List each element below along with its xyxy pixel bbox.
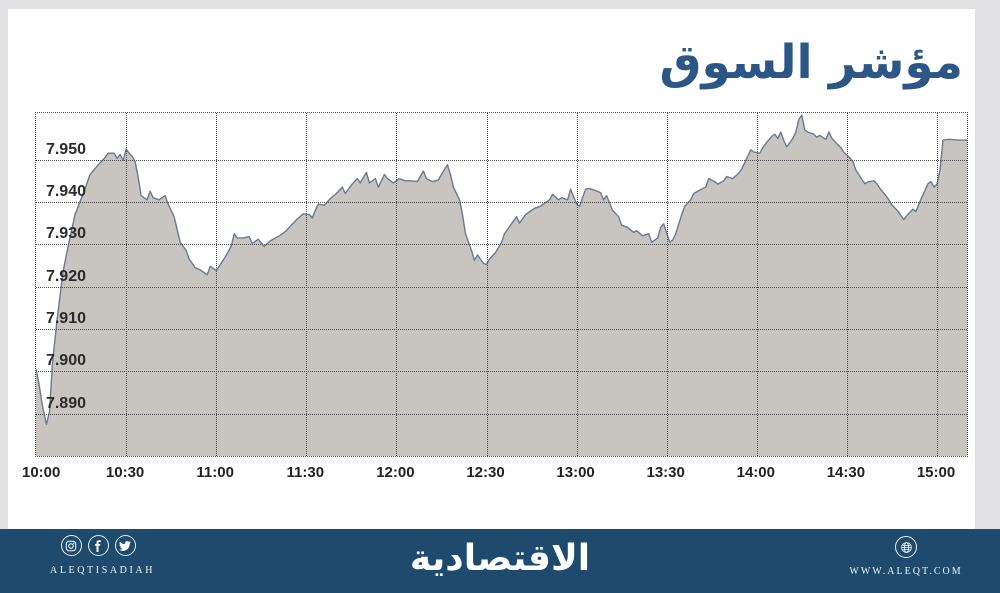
x-tick-label: 13:30 — [646, 464, 685, 481]
website-link[interactable]: WWW.ALEQT.COM — [845, 536, 967, 577]
h-gridline — [36, 159, 967, 161]
h-gridline — [36, 329, 967, 330]
x-tick-label: 14:30 — [826, 464, 866, 481]
y-tick-label: 7.920 — [45, 267, 86, 285]
v-gridline — [576, 113, 578, 456]
plot-area: 7.950 7.940 7.930 7.920 7.910 7.900 7.890 — [35, 112, 968, 457]
x-tick-label: 14:00 — [736, 464, 775, 481]
chart-title: مؤشر السوق — [659, 35, 964, 90]
y-tick-label: 7.930 — [45, 225, 86, 243]
area-series — [36, 114, 967, 456]
y-tick-label: 7.910 — [45, 310, 86, 327]
x-tick-label: 12:30 — [466, 464, 505, 481]
h-gridline — [36, 286, 967, 288]
h-gridline — [36, 413, 967, 415]
h-gridline — [36, 244, 967, 246]
chart-card: مؤشر السوق 7.950 7.940 7.930 7.920 7.910 7.90… — [8, 9, 975, 529]
brand-name-arabic: الاقتصادية — [409, 538, 591, 579]
h-gridline — [36, 201, 967, 203]
facebook-icon[interactable] — [87, 535, 109, 556]
v-gridline — [396, 113, 398, 456]
x-tick-label: 10:00 — [22, 464, 61, 481]
v-gridline — [846, 113, 848, 456]
v-gridline — [666, 113, 668, 456]
x-tick-label: 10:30 — [105, 464, 145, 481]
x-tick-label: 11:00 — [196, 464, 234, 481]
v-gridline — [126, 113, 128, 456]
v-gridline — [937, 113, 938, 456]
twitter-icon[interactable] — [114, 535, 136, 556]
social-icon-row — [50, 535, 146, 556]
v-gridline — [216, 113, 218, 456]
website-url: WWW.ALEQT.COM — [849, 566, 963, 577]
v-gridline — [486, 113, 488, 456]
y-tick-label: 7.890 — [45, 394, 86, 412]
x-tick-label: 15:00 — [916, 464, 956, 481]
y-tick-label: 7.940 — [45, 182, 86, 200]
brand-name-latin: ALEQTISADIAH — [50, 565, 156, 576]
globe-icon — [895, 536, 917, 558]
h-gridline — [36, 371, 967, 373]
x-tick-label: 11:30 — [286, 464, 325, 481]
social-links: ALEQTISADIAH — [50, 535, 156, 576]
y-tick-label: 7.950 — [45, 140, 86, 158]
instagram-icon[interactable] — [60, 535, 82, 556]
v-gridline — [306, 113, 308, 456]
x-tick-label: 13:00 — [556, 464, 595, 481]
footer-bar: ALEQTISADIAH الاقتصادية WWW.ALEQT.COM — [0, 529, 1000, 593]
x-tick-label: 12:00 — [376, 464, 415, 481]
v-gridline — [756, 113, 758, 456]
y-tick-label: 7.900 — [45, 352, 86, 370]
